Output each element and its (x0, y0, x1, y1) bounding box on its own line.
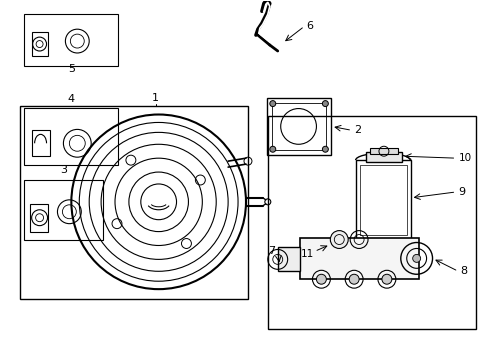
Bar (359, 165, 406, 235)
Circle shape (322, 146, 327, 152)
Text: 9: 9 (457, 187, 465, 197)
Bar (24, 14, 118, 66)
Circle shape (381, 274, 391, 284)
Text: 6: 6 (305, 21, 312, 31)
Bar (271, 103, 325, 150)
Bar (267, 116, 475, 329)
Bar (277, 247, 299, 271)
Bar (20, 105, 247, 299)
Text: 3: 3 (60, 165, 67, 175)
Bar (369, 148, 397, 154)
Text: 1: 1 (152, 93, 159, 103)
Text: 7: 7 (268, 247, 275, 256)
Bar (24, 108, 118, 165)
Bar (30, 204, 47, 231)
Bar (32, 130, 49, 156)
Bar (24, 180, 103, 239)
Text: 4: 4 (68, 94, 75, 104)
Bar (366, 152, 401, 162)
Circle shape (316, 274, 325, 284)
Text: 10: 10 (457, 153, 470, 163)
Circle shape (269, 100, 275, 107)
Text: 2: 2 (353, 125, 361, 135)
Text: 5: 5 (68, 64, 75, 74)
Text: 11: 11 (300, 249, 313, 260)
Bar (266, 98, 331, 155)
Circle shape (322, 100, 327, 107)
Circle shape (330, 231, 347, 248)
Circle shape (269, 146, 275, 152)
Bar (355, 160, 410, 239)
Circle shape (412, 255, 420, 262)
Bar (32, 32, 47, 56)
Circle shape (348, 274, 358, 284)
Bar (299, 238, 418, 279)
Text: 8: 8 (459, 266, 467, 276)
